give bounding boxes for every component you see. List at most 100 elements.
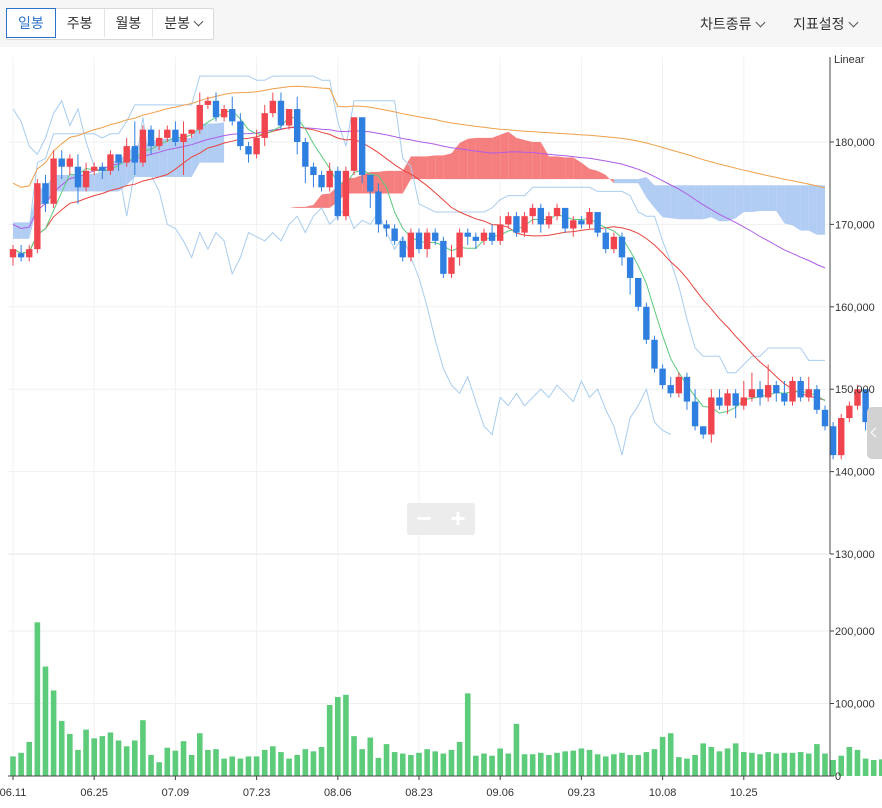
candle-down: [659, 368, 666, 386]
volume-bar: [505, 753, 512, 776]
volume-tick-label: 100,000: [835, 699, 875, 711]
chevron-left-icon: [870, 427, 881, 438]
cloud-bearish: [216, 122, 225, 163]
candle-down: [367, 174, 374, 192]
candle-up: [9, 249, 17, 258]
candle-down: [700, 426, 707, 435]
candle-down: [245, 146, 252, 155]
cloud-bullish: [557, 156, 566, 180]
volume-bar: [180, 741, 187, 776]
volume-bar: [196, 733, 203, 776]
volume-bar: [164, 747, 171, 776]
volume-bar: [286, 758, 292, 776]
candle-down: [375, 191, 382, 225]
volume-bar: [83, 729, 89, 776]
candle-up: [505, 216, 512, 225]
side-panel-toggle[interactable]: [867, 407, 882, 459]
volume-bar: [538, 752, 544, 776]
time-tick-label: 07.23: [243, 787, 271, 799]
volume-bar: [123, 746, 130, 776]
volume-bar: [570, 750, 577, 776]
candle-up: [570, 220, 577, 229]
candle-up: [326, 170, 333, 188]
candle-up: [480, 232, 488, 241]
volume-bar: [26, 741, 33, 776]
candle-up: [139, 129, 147, 163]
cloud-bearish: [816, 185, 825, 235]
cloud-bullish: [467, 137, 476, 180]
volume-bar: [627, 754, 633, 776]
volume-bar: [822, 753, 828, 776]
cloud-bullish: [483, 137, 493, 180]
price-tick-label: 160,000: [835, 302, 875, 314]
cloud-bearish: [678, 185, 687, 220]
cloud-bullish: [500, 131, 509, 180]
candle-up: [708, 397, 715, 435]
tab-daily[interactable]: 일봉: [6, 8, 56, 38]
cloud-bullish: [443, 153, 452, 180]
chevron-down-icon: [193, 16, 204, 27]
volume-bar: [562, 751, 568, 776]
chart-type-dropdown[interactable]: 차트종류: [700, 14, 765, 34]
time-tick-label: 10.25: [730, 787, 758, 799]
candle-up: [854, 389, 861, 406]
cloud-bearish: [622, 179, 631, 184]
tab-minute[interactable]: 분봉: [153, 9, 213, 37]
volume-bar: [732, 743, 739, 776]
volume-bar: [546, 754, 552, 776]
cloud-bullish: [573, 157, 582, 180]
volume-bar: [692, 754, 698, 776]
candle-down: [781, 393, 788, 402]
candle-down: [651, 339, 658, 369]
period-tabs: 일봉 주봉 월봉 분봉: [6, 8, 215, 40]
cloud-bearish: [800, 185, 809, 231]
zoom-out-button[interactable]: −: [416, 503, 432, 533]
candle-down: [513, 216, 520, 233]
candle-up: [26, 249, 33, 258]
candle-down: [17, 253, 25, 258]
time-tick-label: 10.08: [649, 787, 677, 799]
candle-down: [334, 170, 341, 217]
volume-bar: [367, 737, 374, 776]
cloud-bullish: [581, 162, 590, 180]
volume-bar: [765, 752, 771, 776]
volume-bar: [326, 704, 333, 776]
volume-bar: [741, 752, 747, 776]
cloud-bullish: [394, 170, 403, 194]
cloud-bearish: [727, 185, 736, 222]
volume-bar: [440, 753, 447, 776]
chikou-span-line: [12, 99, 671, 456]
candle-up: [164, 129, 171, 138]
candle-down: [237, 121, 244, 147]
cloud-bullish: [540, 142, 549, 180]
ma60-line: [12, 126, 826, 269]
cloud-bearish: [751, 185, 761, 213]
chart-area[interactable]: Linear 130,000 140,000 150,000 160,000 170,00…: [0, 47, 882, 803]
chevron-down-icon: [755, 17, 765, 28]
candle-down: [594, 212, 601, 233]
candle-down: [829, 426, 837, 456]
tab-monthly[interactable]: 월봉: [105, 9, 154, 37]
volume-bar: [684, 758, 690, 776]
volume-bar: [278, 752, 284, 776]
cloud-bullish: [492, 134, 501, 180]
volume-bar: [107, 732, 114, 776]
candle-up: [586, 212, 593, 225]
volume-bar: [667, 733, 674, 776]
cloud-bearish: [167, 137, 176, 178]
volume-bar: [481, 753, 487, 776]
cloud-bearish: [21, 222, 30, 239]
candle-down: [358, 117, 366, 175]
zoom-in-button[interactable]: +: [450, 503, 466, 533]
stock-chart[interactable]: Linear 130,000 140,000 150,000 160,000 170,00…: [0, 47, 882, 803]
candle-up: [764, 385, 772, 398]
volume-bar: [172, 750, 179, 776]
price-tick-label: 180,000: [835, 137, 875, 149]
volume-bar: [513, 723, 520, 776]
volume-bar: [870, 760, 877, 776]
indicator-settings-dropdown[interactable]: 지표설정: [793, 14, 858, 34]
volume-bar: [213, 749, 219, 776]
cloud-bullish: [386, 170, 395, 194]
tab-weekly[interactable]: 주봉: [56, 9, 105, 37]
volume-bar: [99, 736, 106, 776]
